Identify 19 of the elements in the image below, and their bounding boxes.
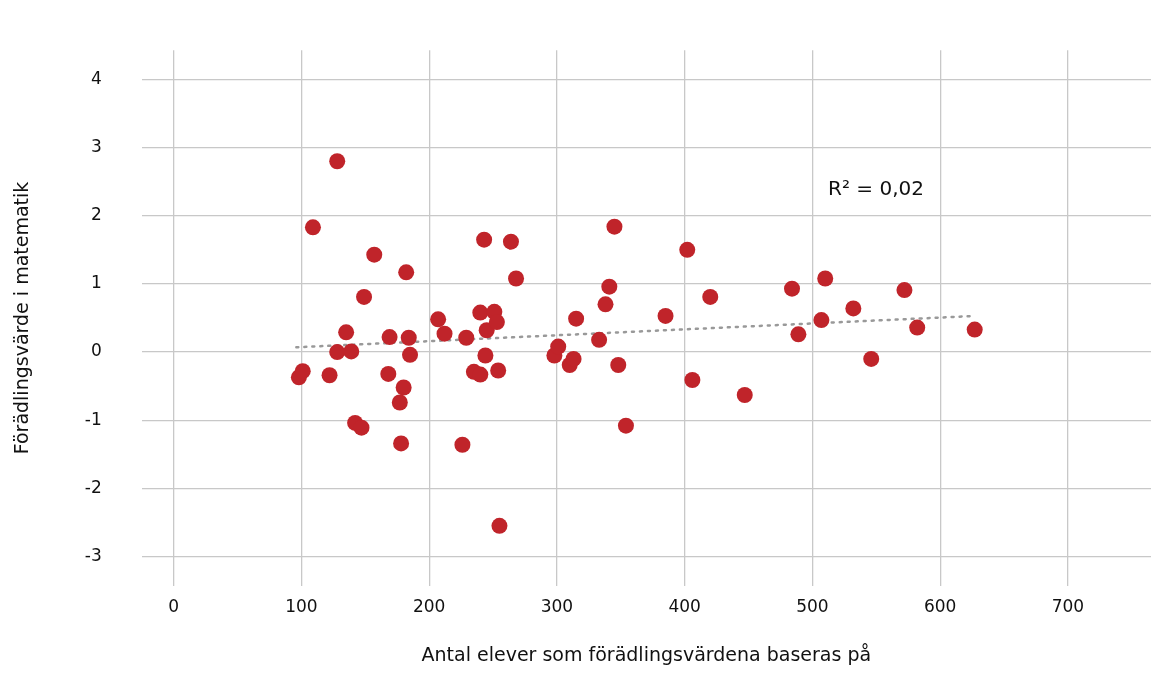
x-tick-label: 400 xyxy=(668,596,701,617)
y-tick-label: -1 xyxy=(84,408,102,429)
y-tick-label: -2 xyxy=(84,476,102,497)
x-tick-label: 200 xyxy=(412,596,446,617)
y-tick-label: 1 xyxy=(90,272,102,293)
x-tick-label: 600 xyxy=(923,596,957,617)
y-tick-label: 2 xyxy=(90,204,102,225)
y-tick-label: 3 xyxy=(90,136,102,157)
y-tick-label: 4 xyxy=(90,67,102,88)
x-tick-label: 300 xyxy=(540,596,574,617)
x-tick-label: 0 xyxy=(168,596,180,617)
y-tick-label: -3 xyxy=(84,544,102,565)
x-tick-label: 500 xyxy=(796,596,829,617)
y-axis-title: Förädlingsvärde i matematik xyxy=(10,181,33,455)
x-tick-label: 100 xyxy=(285,596,318,617)
y-tick-label: 0 xyxy=(90,340,102,361)
annotation: R² = 0,02 xyxy=(828,175,924,200)
x-tick-label: 700 xyxy=(1051,596,1085,617)
x-axis-title: Antal elever som förädlingsvärdena baseras på xyxy=(421,642,872,665)
